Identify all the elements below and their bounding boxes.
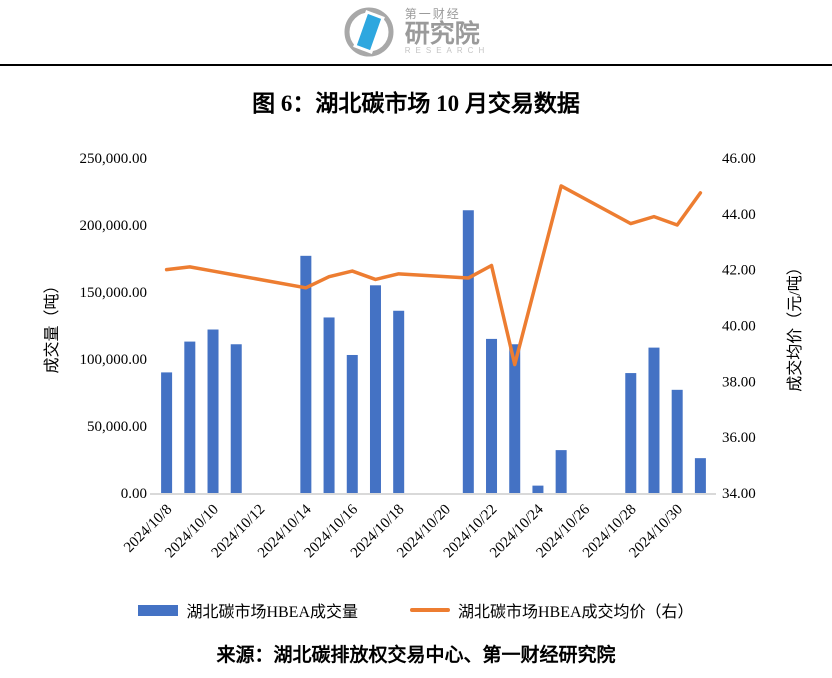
right-axis-tick-label: 40.00 — [722, 319, 756, 335]
right-axis-tick-label: 44.00 — [722, 207, 756, 223]
volume-bar — [323, 317, 335, 493]
volume-bar — [648, 347, 660, 493]
figure-title: 图 6：湖北碳市场 10 月交易数据 — [252, 91, 580, 116]
chart-legend: 湖北碳市场HBEA成交量 湖北碳市场HBEA成交均价（右） — [0, 598, 832, 622]
price-line — [164, 184, 703, 367]
left-axis-tick-label: 200,000.00 — [80, 218, 148, 234]
left-axis-tick-label: 50,000.00 — [87, 419, 147, 435]
legend-price-label: 湖北碳市场HBEA成交均价（右） — [458, 604, 694, 621]
volume-bar — [532, 485, 544, 493]
source-note: 来源：湖北碳排放权交易中心、第一财经研究院 — [216, 645, 616, 666]
right-axis-tick-label: 34.00 — [722, 486, 756, 502]
right-axis-title: 成交均价（元/吨） — [786, 259, 804, 391]
volume-bar — [671, 389, 683, 493]
chart-canvas: 250,000.00 200,000.00 150,000.00 100,000.00… — [43, 151, 804, 561]
right-axis-tick-label: 42.00 — [722, 263, 756, 279]
volume-bar — [462, 210, 474, 493]
brand-name-cn-small: 第一财经 — [404, 7, 461, 22]
volume-bar — [486, 338, 498, 493]
volume-bar — [694, 458, 706, 493]
volume-bar — [555, 450, 567, 493]
volume-bar — [230, 344, 242, 493]
right-axis-tick-label: 36.00 — [722, 430, 756, 446]
yicai-research-logo-icon — [344, 7, 394, 57]
brand-name-cn-large: 研究院 — [404, 19, 480, 48]
volume-bar — [161, 372, 173, 493]
right-axis-tick-label: 38.00 — [722, 374, 756, 390]
legend-item-volume: 湖北碳市场HBEA成交量 — [138, 598, 358, 622]
volume-bar — [300, 255, 312, 493]
left-axis-tick-label: 0.00 — [121, 486, 147, 502]
left-axis-tick-label: 250,000.00 — [80, 151, 148, 167]
legend-item-price: 湖北碳市场HBEA成交均价（右） — [410, 598, 694, 622]
combo-chart: 250,000.00 200,000.00 150,000.00 100,000.00… — [0, 130, 832, 597]
volume-bar — [207, 329, 219, 493]
volume-bar — [393, 310, 405, 493]
right-axis-tick-label: 46.00 — [722, 151, 756, 167]
volume-bar — [625, 373, 637, 493]
volume-bar — [184, 341, 196, 493]
legend-volume-label: 湖北碳市场HBEA成交量 — [186, 604, 358, 621]
left-axis-title: 成交量（吨） — [43, 277, 61, 373]
volume-bar — [509, 344, 521, 493]
left-axis-tick-label: 150,000.00 — [80, 285, 148, 301]
volume-bar-swatch-icon — [138, 604, 179, 616]
volume-bar — [346, 354, 358, 493]
left-axis-tick-label: 100,000.00 — [80, 352, 148, 368]
volume-bar — [369, 285, 381, 493]
brand-wordmark: 第一财经 研究院 RESEARCH — [405, 8, 489, 55]
price-line-swatch-icon — [410, 608, 450, 612]
brand-logo: 第一财经 研究院 RESEARCH — [0, 6, 832, 58]
header-divider — [0, 64, 832, 66]
brand-name-en: RESEARCH — [404, 46, 490, 56]
